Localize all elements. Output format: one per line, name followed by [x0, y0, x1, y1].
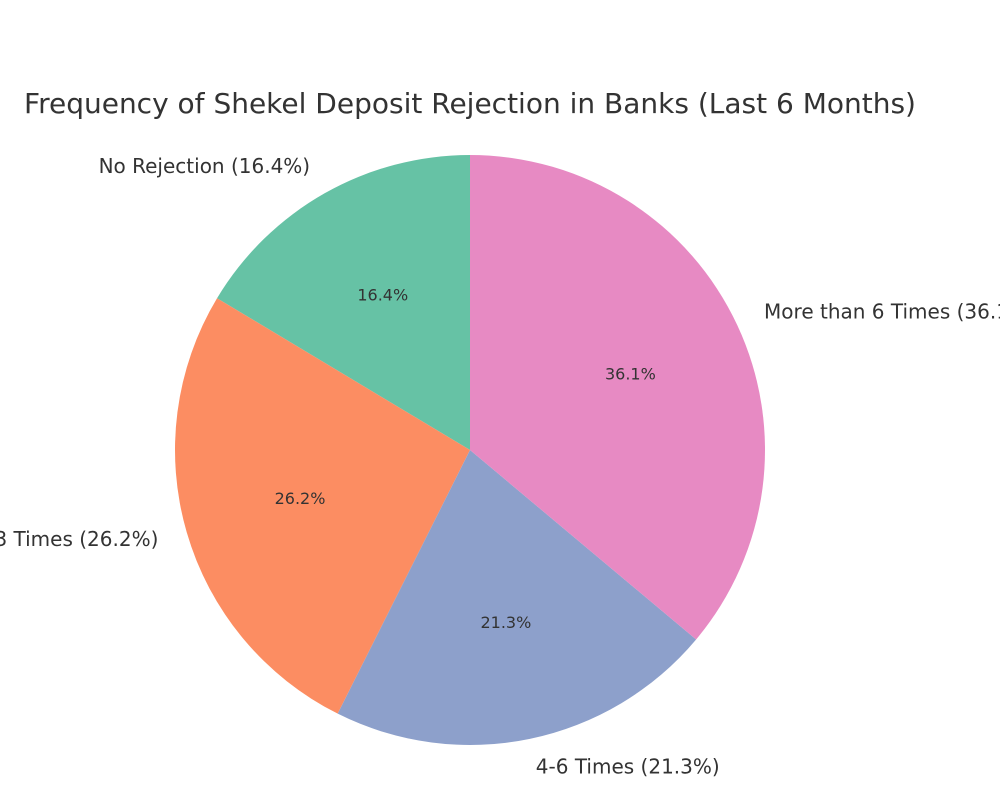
slice-label: 1-3 Times (26.2%)	[0, 527, 158, 551]
slice-value-label: 21.3%	[480, 613, 531, 632]
pie-slice	[337, 450, 697, 745]
slice-value-label: 26.2%	[275, 489, 326, 508]
pie-slice	[217, 155, 470, 450]
slice-label: More than 6 Times (36.1%)	[764, 299, 1000, 323]
slice-value-label: 16.4%	[357, 285, 408, 304]
pie-slice	[470, 155, 766, 640]
pie-slice	[174, 298, 470, 714]
chart-title: Frequency of Shekel Deposit Rejection in…	[24, 87, 916, 120]
slice-value-label: 36.1%	[605, 365, 656, 384]
slice-label: No Rejection (16.4%)	[99, 154, 311, 178]
slice-label: 4-6 Times (21.3%)	[536, 754, 720, 778]
